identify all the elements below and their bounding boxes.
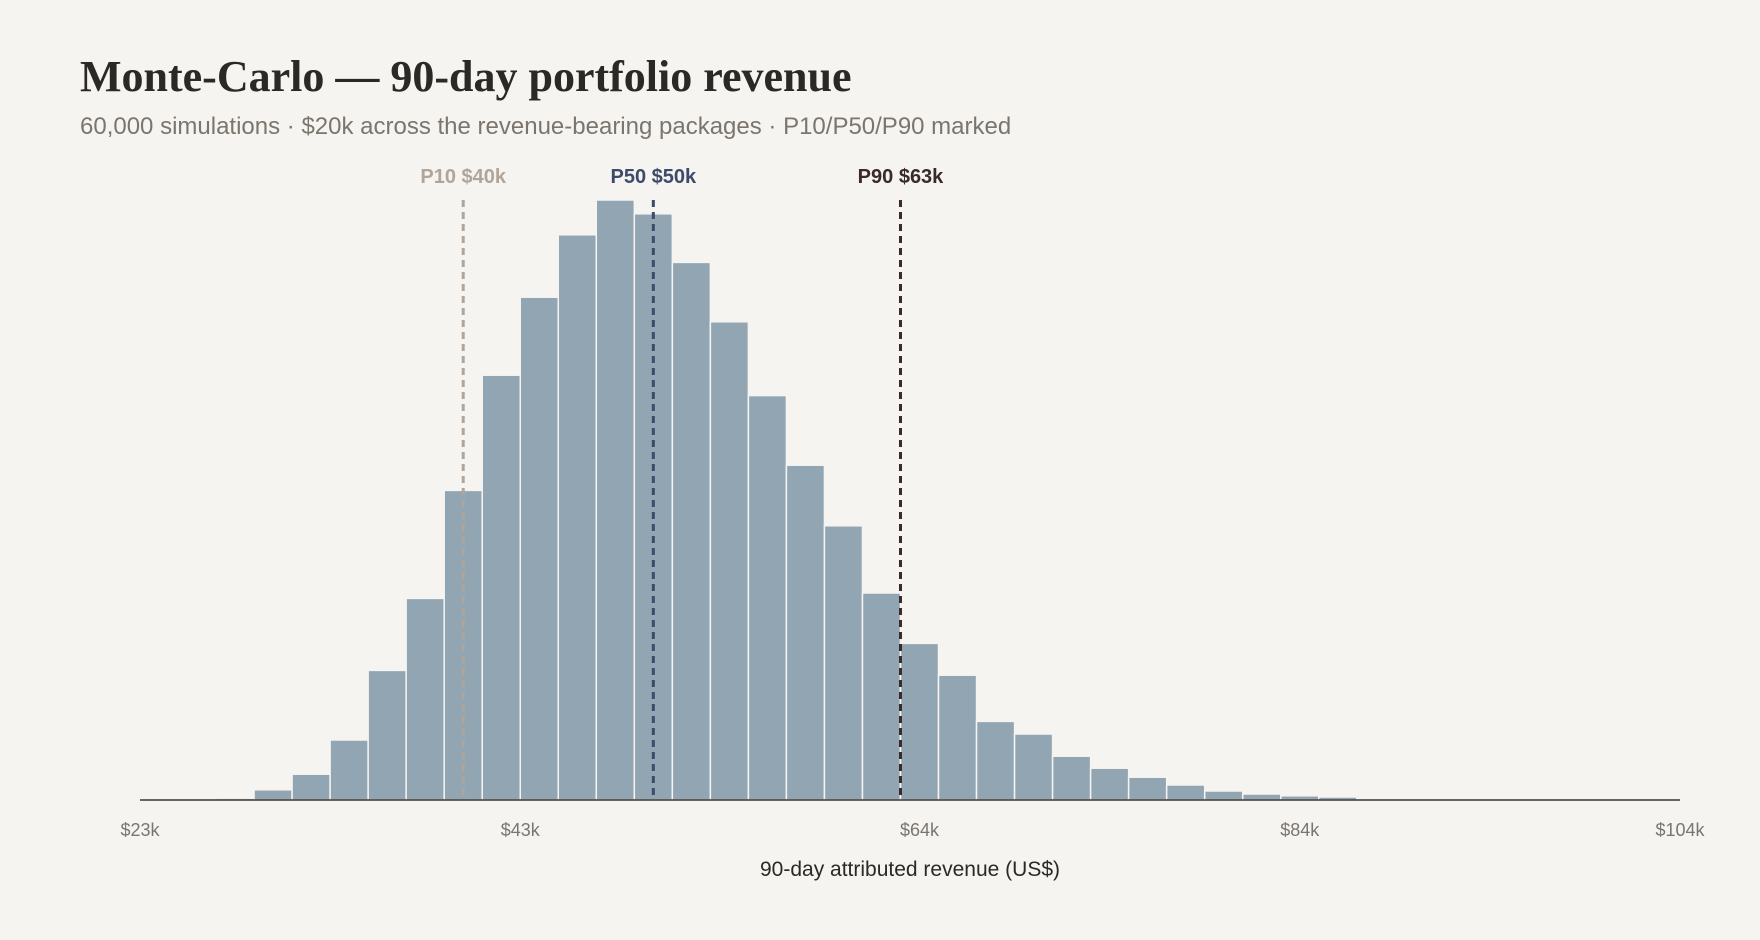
x-tick-label: $43k bbox=[501, 820, 541, 840]
histogram-bar bbox=[1203, 790, 1244, 801]
histogram-bar bbox=[1241, 793, 1282, 801]
x-tick-label: $104k bbox=[1655, 820, 1705, 840]
histogram-bar bbox=[557, 234, 598, 801]
histogram-bar bbox=[405, 597, 445, 801]
histogram-bar bbox=[367, 669, 407, 801]
histogram-bar bbox=[1127, 776, 1168, 801]
percentile-markers: P10 $40k P50 $50k P90 $63k bbox=[420, 166, 944, 800]
histogram-bar bbox=[823, 525, 864, 801]
histogram-bar bbox=[975, 720, 1016, 801]
x-tick-label: $84k bbox=[1280, 820, 1320, 840]
histogram-bar bbox=[747, 394, 788, 801]
percentile-marker-label: P50 $50k bbox=[611, 166, 698, 188]
x-tick-label: $23k bbox=[120, 820, 160, 840]
histogram-bar bbox=[595, 199, 636, 801]
percentile-marker-label: P90 $63k bbox=[858, 166, 945, 188]
histogram-bar bbox=[709, 321, 750, 801]
x-axis-ticks: $23k $43k $64k $84k $104k bbox=[120, 820, 1705, 840]
percentile-marker-label: P10 $40k bbox=[420, 166, 507, 188]
histogram-bar bbox=[1013, 733, 1054, 801]
x-tick-label: $64k bbox=[900, 820, 940, 840]
page-title: Monte-Carlo — 90-day portfolio revenue bbox=[80, 52, 852, 101]
histogram-bar bbox=[785, 464, 826, 801]
histogram-bar bbox=[329, 739, 369, 801]
histogram-bar bbox=[291, 773, 331, 801]
histogram-bar bbox=[1165, 784, 1206, 801]
histogram-bars bbox=[215, 199, 1662, 801]
page-subtitle: 60,000 simulations · $20k across the rev… bbox=[80, 113, 1012, 140]
histogram-bar bbox=[253, 789, 293, 801]
histogram-bar bbox=[1089, 767, 1130, 801]
histogram-bar bbox=[899, 642, 940, 801]
histogram-bar bbox=[937, 674, 978, 801]
x-axis-title: 90-day attributed revenue (US$) bbox=[760, 858, 1060, 881]
histogram-bar bbox=[1051, 755, 1092, 801]
histogram-bar bbox=[861, 592, 902, 801]
histogram-bar bbox=[519, 296, 560, 801]
histogram-bar bbox=[671, 261, 712, 801]
histogram-bar bbox=[481, 374, 521, 801]
